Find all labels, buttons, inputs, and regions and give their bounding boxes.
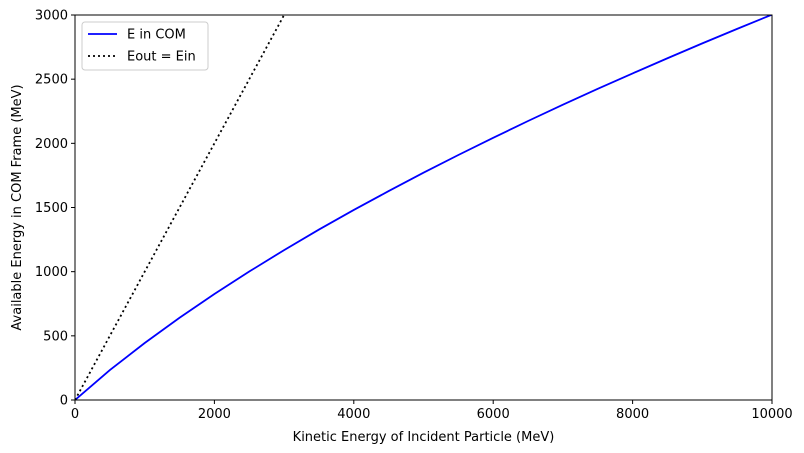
legend: E in COM Eout = Ein [81,21,209,71]
y-axis-label: Available Energy in COM Frame (MeV) [10,84,25,330]
legend-label-eout-ein: Eout = Ein [127,50,196,65]
y-tick-label: 1000 [35,265,68,280]
legend-label-e-in-com: E in COM [127,28,186,43]
plot-frame [74,14,773,401]
x-tick-label: 8000 [616,407,649,422]
x-tick-label: 2000 [198,407,231,422]
series-layer [75,15,772,400]
y-tick-label: 2500 [35,73,68,88]
ticks-layer: 0 2000 4000 6000 8000 10000 0 500 1000 1500 2000 25… [35,9,793,423]
x-tick-label: 4000 [337,407,370,422]
x-axis-label: Kinetic Energy of Incident Particle (MeV… [293,430,555,445]
y-tick-label: 1500 [35,201,68,216]
series-line-1 [75,15,285,400]
x-tick-label: 10000 [751,407,792,422]
y-tick-label: 0 [60,394,68,409]
series-line-0 [75,15,772,400]
x-tick-label: 6000 [477,407,510,422]
y-tick-label: 2000 [35,137,68,152]
x-tick-label: 0 [71,407,79,422]
y-tick-label: 3000 [35,9,68,24]
y-tick-label: 500 [43,329,68,344]
